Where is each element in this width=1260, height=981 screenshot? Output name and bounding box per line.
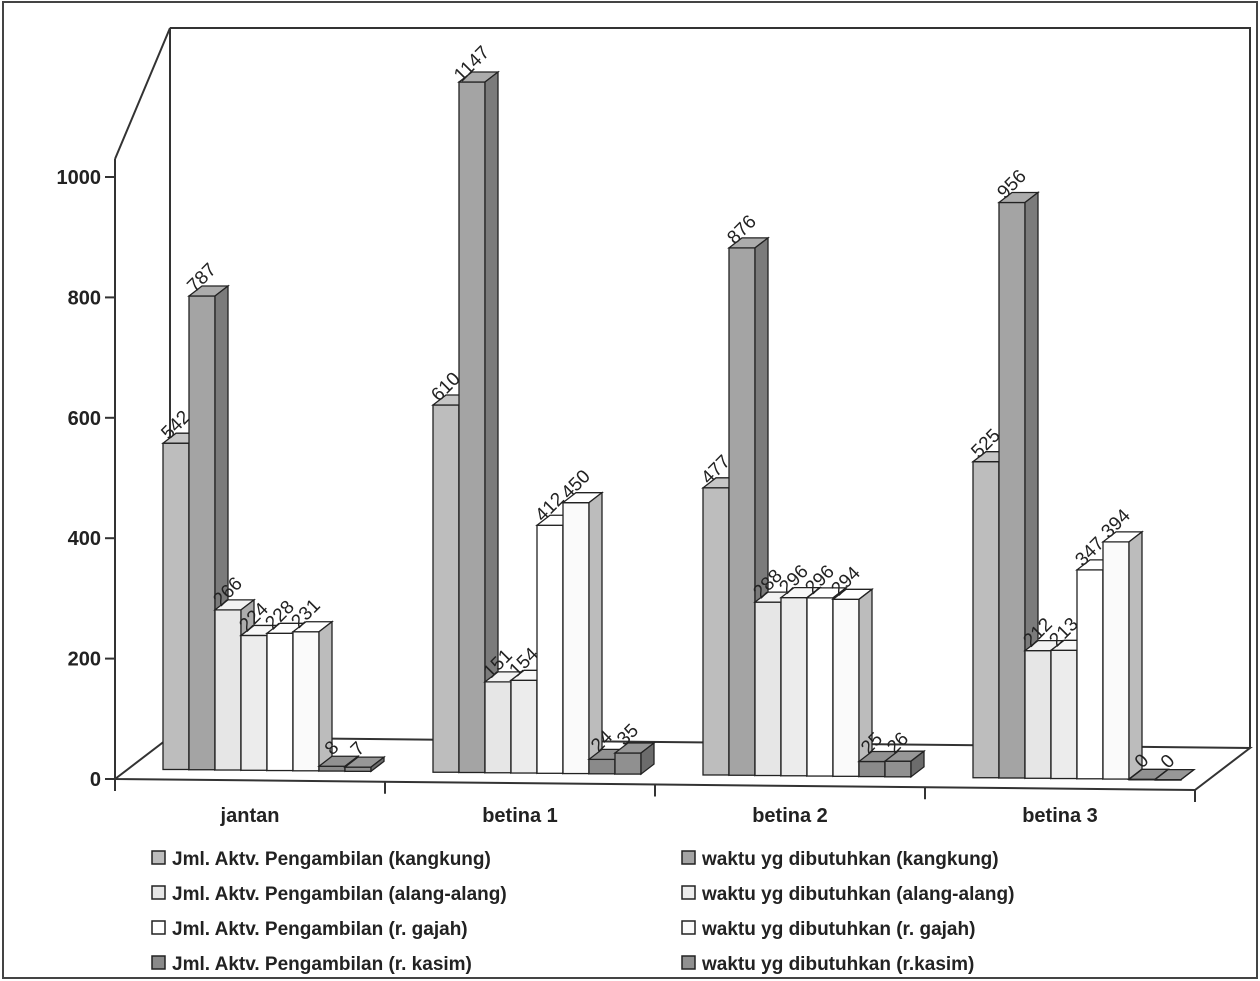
x-tick-label: betina 3 bbox=[1022, 805, 1098, 827]
bar-front bbox=[588, 758, 616, 775]
bar: 394 bbox=[1097, 505, 1144, 781]
legend: Jml. Aktv. Pengambilan (kangkung) waktu y… bbox=[151, 849, 1014, 975]
bar: 1147 bbox=[450, 42, 500, 774]
bar-side bbox=[370, 755, 385, 773]
bar: 0 bbox=[1153, 751, 1196, 781]
legend-entry: waktu yg dibutuhkan (r. gajah) bbox=[701, 919, 975, 940]
bar-front bbox=[162, 442, 190, 771]
bar-front bbox=[972, 461, 1000, 779]
bar-front bbox=[754, 601, 782, 777]
x-axis: jantan betina 1 betina 2 betina 3 bbox=[114, 779, 1196, 827]
legend-swatch bbox=[151, 885, 166, 900]
bar-front bbox=[510, 679, 538, 774]
bar-front bbox=[292, 631, 320, 772]
x-tick-label: betina 2 bbox=[752, 805, 828, 827]
bar-front bbox=[780, 596, 808, 777]
x-tick-label: jantan bbox=[220, 805, 280, 827]
bar-front bbox=[832, 598, 860, 777]
bar-side bbox=[640, 741, 655, 776]
legend-swatch bbox=[151, 955, 166, 970]
legend-swatch bbox=[681, 850, 696, 865]
legend-entry: Jml. Aktv. Pengambilan (alang-alang) bbox=[172, 884, 507, 905]
bar-front bbox=[1050, 649, 1078, 780]
legend-swatch bbox=[681, 920, 696, 935]
bar-front bbox=[702, 487, 730, 776]
bar-front bbox=[806, 597, 834, 777]
bar-front bbox=[188, 295, 216, 771]
bar: 7 bbox=[343, 738, 386, 773]
bar-front bbox=[1076, 569, 1104, 780]
side-wall bbox=[114, 27, 171, 737]
floor bbox=[112, 735, 1253, 792]
bar-front bbox=[884, 760, 912, 778]
legend-entry: Jml. Aktv. Pengambilan (r. gajah) bbox=[172, 919, 468, 940]
bar-front bbox=[432, 404, 460, 773]
bar: 450 bbox=[557, 466, 604, 775]
legend-swatch bbox=[151, 920, 166, 935]
back-wall bbox=[170, 27, 1251, 748]
bar-front bbox=[266, 632, 294, 772]
legend-swatch bbox=[151, 850, 166, 865]
bar-front bbox=[998, 201, 1026, 779]
bar-side bbox=[1128, 530, 1143, 781]
bar-front bbox=[318, 765, 346, 772]
legend-entry: waktu yg dibutuhkan (r.kasim) bbox=[701, 954, 974, 975]
y-axis: 0 200 400 600 800 1000 bbox=[57, 159, 116, 791]
legend-entry: Jml. Aktv. Pengambilan (kangkung) bbox=[172, 849, 491, 870]
bar-front bbox=[484, 681, 512, 774]
legend-entry: waktu yg dibutuhkan (alang-alang) bbox=[701, 884, 1014, 905]
legend-entry: waktu yg dibutuhkan (kangkung) bbox=[701, 849, 999, 870]
y-tick-label: 800 bbox=[68, 287, 101, 309]
y-tick-label: 200 bbox=[68, 649, 101, 671]
bar-front bbox=[858, 760, 886, 778]
bar-front bbox=[536, 524, 564, 774]
bar-side bbox=[1180, 769, 1195, 781]
y-tick-label: 0 bbox=[90, 769, 101, 791]
bar-front bbox=[240, 634, 268, 771]
legend-swatch bbox=[681, 885, 696, 900]
y-tick-label: 1000 bbox=[57, 167, 102, 189]
bar-front bbox=[1102, 541, 1130, 780]
y-tick-label: 400 bbox=[68, 528, 101, 550]
legend-swatch bbox=[681, 955, 696, 970]
legend-entry: Jml. Aktv. Pengambilan (r. kasim) bbox=[172, 954, 472, 975]
bar-front bbox=[614, 752, 642, 775]
bar-front bbox=[214, 609, 242, 771]
bar-side bbox=[910, 749, 925, 779]
bar-front bbox=[1024, 649, 1052, 779]
bar: 231 bbox=[287, 595, 334, 773]
bar-front bbox=[562, 502, 590, 775]
bar-front bbox=[728, 247, 756, 776]
x-tick-label: betina 1 bbox=[482, 805, 558, 827]
y-tick-label: 600 bbox=[68, 408, 101, 430]
bar: 35 bbox=[613, 720, 656, 776]
